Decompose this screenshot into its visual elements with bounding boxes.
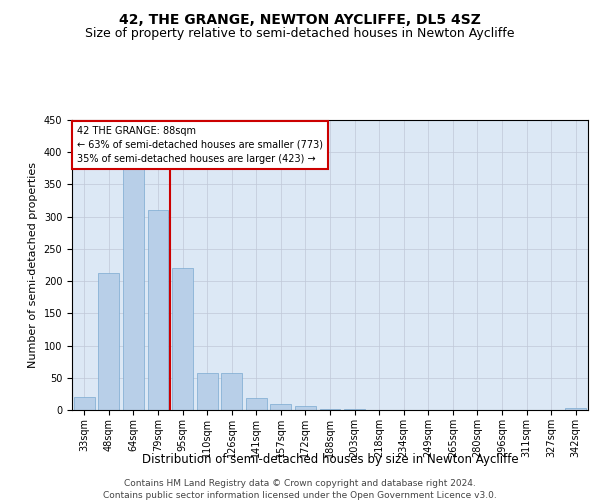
Text: Contains HM Land Registry data © Crown copyright and database right 2024.: Contains HM Land Registry data © Crown c… — [124, 479, 476, 488]
Text: Size of property relative to semi-detached houses in Newton Aycliffe: Size of property relative to semi-detach… — [85, 28, 515, 40]
Bar — [172, 268, 193, 410]
Bar — [98, 274, 119, 410]
Bar — [123, 168, 144, 410]
Text: 42 THE GRANGE: 88sqm
← 63% of semi-detached houses are smaller (773)
35% of semi: 42 THE GRANGE: 88sqm ← 63% of semi-detac… — [77, 126, 323, 164]
Bar — [197, 374, 218, 410]
Bar — [246, 398, 267, 410]
Text: Contains public sector information licensed under the Open Government Licence v3: Contains public sector information licen… — [103, 491, 497, 500]
Bar — [148, 210, 169, 410]
Y-axis label: Number of semi-detached properties: Number of semi-detached properties — [28, 162, 38, 368]
Bar — [271, 404, 292, 410]
Bar — [565, 408, 586, 410]
Text: 42, THE GRANGE, NEWTON AYCLIFFE, DL5 4SZ: 42, THE GRANGE, NEWTON AYCLIFFE, DL5 4SZ — [119, 12, 481, 26]
Bar — [320, 408, 340, 410]
Text: Distribution of semi-detached houses by size in Newton Aycliffe: Distribution of semi-detached houses by … — [142, 452, 518, 466]
Bar — [221, 374, 242, 410]
Bar — [74, 397, 95, 410]
Bar — [295, 406, 316, 410]
